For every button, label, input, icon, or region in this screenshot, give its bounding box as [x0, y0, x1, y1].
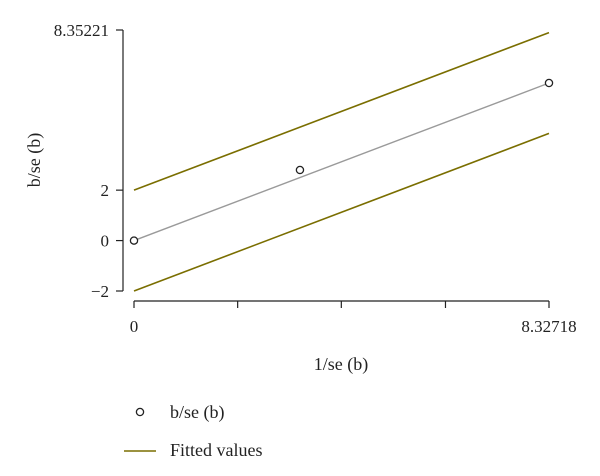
legend-item-fitted: Fitted values — [124, 440, 263, 460]
y-axis-title: b/se (b) — [24, 133, 45, 187]
y-tick-label: 8.35221 — [54, 21, 109, 40]
upper-band-line — [133, 31, 550, 191]
y-tick-label: −2 — [91, 282, 109, 301]
x-tick-label: 0 — [130, 317, 139, 336]
legend-label-scatter: b/se (b) — [170, 402, 224, 423]
fitted-line — [133, 82, 550, 242]
legend-item-scatter: b/se (b) — [135, 402, 224, 423]
y-tick-label: 2 — [101, 181, 110, 200]
y-tick-label: 0 — [101, 232, 110, 251]
scatter-point — [129, 236, 139, 245]
x-ticks: 0 8.32718 — [130, 301, 577, 336]
x-axis-title: 1/se (b) — [314, 354, 368, 375]
axes: 0 8.32718 −2 0 2 8.35221 — [54, 21, 577, 336]
legend-label-fitted: Fitted values — [170, 440, 263, 460]
plot-area — [129, 31, 554, 292]
scatter-point — [295, 165, 305, 175]
scatter-point — [544, 78, 554, 88]
x-tick-label: 8.32718 — [521, 317, 576, 336]
lower-band-line — [133, 132, 550, 292]
y-ticks: −2 0 2 8.35221 — [54, 21, 123, 301]
legend-marker-circle — [135, 407, 145, 417]
legend: b/se (b) Fitted values — [124, 402, 263, 460]
